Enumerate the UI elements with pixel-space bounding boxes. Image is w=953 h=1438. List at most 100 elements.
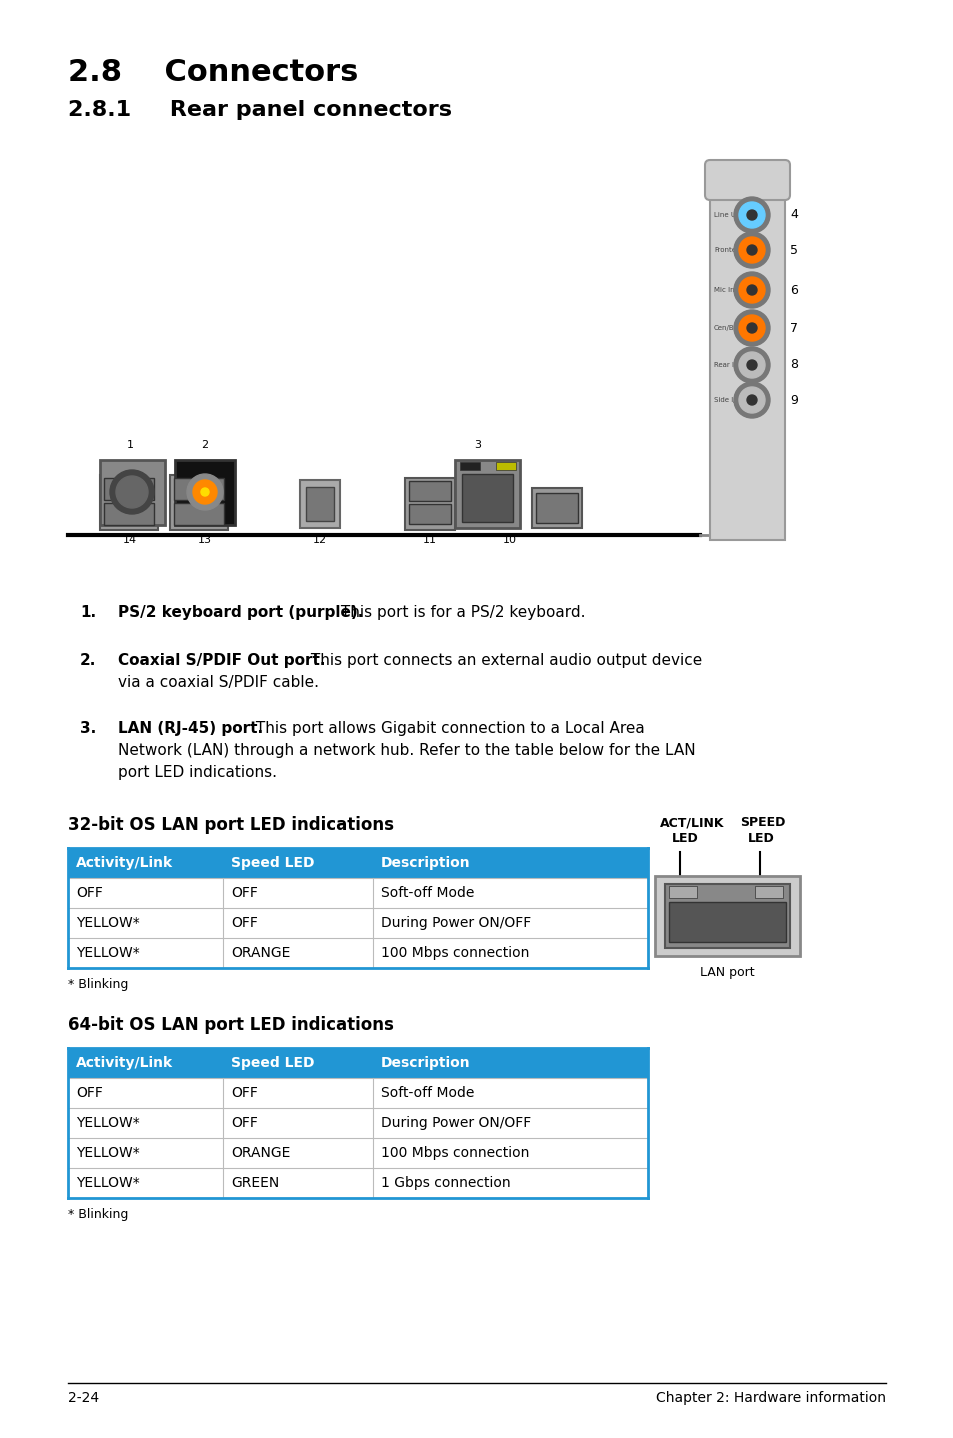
Text: Speed LED: Speed LED [231,856,314,870]
Bar [459,462,479,470]
Text: Soft-off Mode: Soft-off Mode [380,886,474,900]
Text: 14: 14 [123,535,137,545]
Text: Activity/Link: Activity/Link [76,856,172,870]
Bar [104,503,153,525]
Circle shape [746,210,757,220]
Circle shape [193,480,216,503]
Circle shape [739,387,764,413]
Bar [170,475,228,531]
Bar [496,462,516,470]
Text: 11: 11 [422,535,436,545]
Text: ACT/LINK: ACT/LINK [659,815,723,828]
Bar [68,1109,647,1137]
Bar [100,460,165,525]
Text: via a coaxial S/PDIF cable.: via a coaxial S/PDIF cable. [118,674,318,690]
Text: Description: Description [380,856,470,870]
Circle shape [746,244,757,255]
Bar [754,886,782,897]
Text: LED: LED [671,833,698,846]
Text: 2: 2 [201,440,209,450]
Text: LAN (RJ-45) port.: LAN (RJ-45) port. [118,720,263,736]
Bar [104,477,153,500]
Text: 1.: 1. [80,605,96,620]
Text: port LED indications.: port LED indications. [118,765,276,779]
Text: 4: 4 [789,209,797,221]
Text: * Blinking: * Blinking [68,1208,129,1221]
Circle shape [739,352,764,378]
Text: 3.: 3. [80,720,96,736]
Text: OFF: OFF [231,916,257,930]
Circle shape [733,272,769,308]
Circle shape [739,201,764,229]
Text: 100 Mbps connection: 100 Mbps connection [380,1146,529,1160]
Text: 13: 13 [198,535,212,545]
Text: YELLOW*: YELLOW* [76,916,139,930]
Text: OFF: OFF [76,886,103,900]
Bar [532,487,581,528]
Text: 7: 7 [789,322,797,335]
FancyBboxPatch shape [704,160,789,200]
Circle shape [746,395,757,406]
Text: Description: Description [380,1055,470,1070]
Text: YELLOW*: YELLOW* [76,1116,139,1130]
Text: LED: LED [747,833,774,846]
Text: 10: 10 [502,535,517,545]
Text: GREEN: GREEN [231,1176,279,1191]
Text: This port allows Gigabit connection to a Local Area: This port allows Gigabit connection to a… [251,720,644,736]
Bar [68,879,647,907]
Text: This port is for a PS/2 keyboard.: This port is for a PS/2 keyboard. [335,605,585,620]
Text: PS/2 keyboard port (purple).: PS/2 keyboard port (purple). [118,605,363,620]
Text: 12: 12 [313,535,327,545]
Bar [68,938,647,968]
Bar [68,1048,647,1078]
Text: Mic In: Mic In [713,288,734,293]
Text: 1 Gbps connection: 1 Gbps connection [380,1176,510,1191]
Circle shape [187,475,223,510]
Text: Side I/O: Side I/O [713,397,740,403]
Text: During Power ON/OFF: During Power ON/OFF [380,916,531,930]
Bar [173,477,224,500]
Text: Soft-off Mode: Soft-off Mode [380,1086,474,1100]
Text: Fronted: Fronted [713,247,740,253]
Text: Chapter 2: Hardware information: Chapter 2: Hardware information [656,1391,885,1405]
Text: OFF: OFF [231,1086,257,1100]
Bar [461,475,513,522]
Text: Cen/Ba: Cen/Ba [713,325,739,331]
Bar [409,503,451,523]
Text: Rear I/O: Rear I/O [713,362,741,368]
Circle shape [116,476,148,508]
Text: Line U: Line U [713,211,735,219]
Bar [668,902,785,942]
Text: OFF: OFF [231,1116,257,1130]
Circle shape [739,237,764,263]
Circle shape [110,470,153,513]
Bar [709,165,784,541]
Bar [173,503,224,525]
Bar [68,1078,647,1109]
Circle shape [739,315,764,341]
Bar [68,848,647,879]
Text: 2.8.1     Rear panel connectors: 2.8.1 Rear panel connectors [68,101,452,119]
Text: OFF: OFF [76,1086,103,1100]
Text: 5: 5 [789,243,797,256]
Text: YELLOW*: YELLOW* [76,1146,139,1160]
Text: * Blinking: * Blinking [68,978,129,991]
Bar [68,1137,647,1168]
Text: This port connects an external audio output device: This port connects an external audio out… [306,653,701,669]
Bar [68,907,647,938]
Bar [668,886,697,897]
Text: YELLOW*: YELLOW* [76,1176,139,1191]
Bar [306,487,334,521]
Text: YELLOW*: YELLOW* [76,946,139,961]
Text: 6: 6 [789,283,797,296]
Text: 8: 8 [789,358,797,371]
Text: During Power ON/OFF: During Power ON/OFF [380,1116,531,1130]
Circle shape [733,347,769,383]
Circle shape [746,360,757,370]
Bar [455,460,519,528]
Circle shape [201,487,209,496]
Text: Speed LED: Speed LED [231,1055,314,1070]
Bar [536,493,578,523]
Circle shape [733,197,769,233]
Text: 2.8    Connectors: 2.8 Connectors [68,58,358,88]
